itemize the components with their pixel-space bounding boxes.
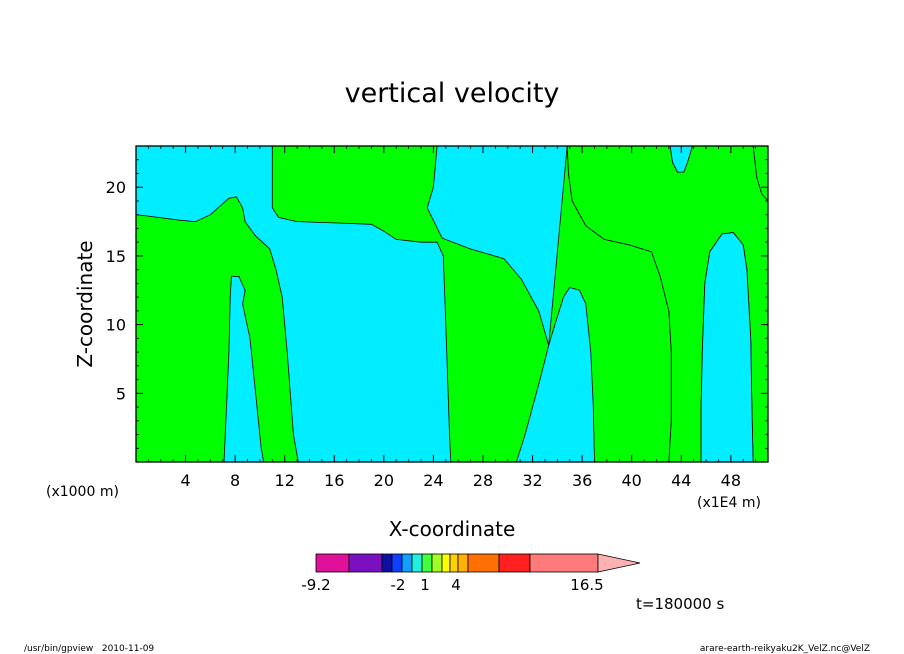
- y-tick-label: 15: [106, 247, 126, 266]
- x-tick-label: 24: [423, 471, 443, 490]
- colorbar-segment: [441, 553, 451, 573]
- footer-right: arare-earth-reikyaku2K_VelZ.nc@VelZ: [700, 644, 870, 654]
- colorbar-segment: [381, 553, 393, 573]
- positive-region: [135, 196, 299, 463]
- colorbar-segment: [457, 553, 469, 573]
- colorbar-segment: [421, 553, 433, 573]
- colorbar-segment: [411, 553, 423, 573]
- x-tick-label: 48: [721, 471, 741, 490]
- colorbar-label: -9.2: [301, 576, 330, 594]
- time-label: t=180000 s: [636, 595, 724, 613]
- y-tick-label: 5: [116, 384, 126, 403]
- y-tick-label: 10: [106, 316, 126, 335]
- colorbar-label: 1: [420, 576, 430, 594]
- x-tick-label: 4: [180, 471, 190, 490]
- colorbar-arrow: [597, 553, 641, 573]
- x-axis-label: X-coordinate: [389, 517, 516, 541]
- x-tick-label: 8: [230, 471, 240, 490]
- x-tick-label: 40: [622, 471, 642, 490]
- colorbar-label: 16.5: [570, 576, 603, 594]
- colorbar-segment: [431, 553, 443, 573]
- colorbar-segment: [348, 553, 383, 573]
- x-tick-label: 12: [275, 471, 295, 490]
- x-axis: 4 8 12 16 20 24 28 32 36 40 44 48: [147, 146, 757, 490]
- colorbar-segment: [391, 553, 403, 573]
- footer-left: /usr/bin/gpview 2010-11-09: [24, 644, 154, 654]
- colorbar-segment: [498, 553, 531, 573]
- x-tick-label: 28: [473, 471, 493, 490]
- x-unit-right: (x1E4 m): [697, 495, 761, 511]
- colorbar-segment: [449, 553, 459, 573]
- colorbar-segment: [315, 553, 350, 573]
- colorbar-segment: [529, 553, 599, 573]
- y-axis-label: Z-coordinate: [73, 240, 97, 367]
- chart-title: vertical velocity: [345, 78, 560, 109]
- x-tick-label: 20: [374, 471, 394, 490]
- colorbar: -9.2 -2 1 4 16.5: [301, 553, 641, 594]
- positive-velocity-regions: [135, 145, 769, 463]
- plot-area: [135, 145, 769, 463]
- x-tick-label: 32: [522, 471, 542, 490]
- plot-frame: [135, 145, 769, 463]
- y-axis: 5 10 15 20: [106, 159, 768, 449]
- x-unit-left: (x1000 m): [46, 484, 119, 500]
- x-tick-label: 16: [324, 471, 344, 490]
- colorbar-label: -2: [391, 576, 406, 594]
- colorbar-segment: [467, 553, 500, 573]
- colorbar-label: 4: [451, 576, 461, 594]
- colorbar-segment: [401, 553, 413, 573]
- negative-region: [700, 232, 754, 463]
- x-tick-label: 36: [572, 471, 592, 490]
- y-tick-label: 20: [106, 178, 126, 197]
- x-tick-label: 44: [671, 471, 691, 490]
